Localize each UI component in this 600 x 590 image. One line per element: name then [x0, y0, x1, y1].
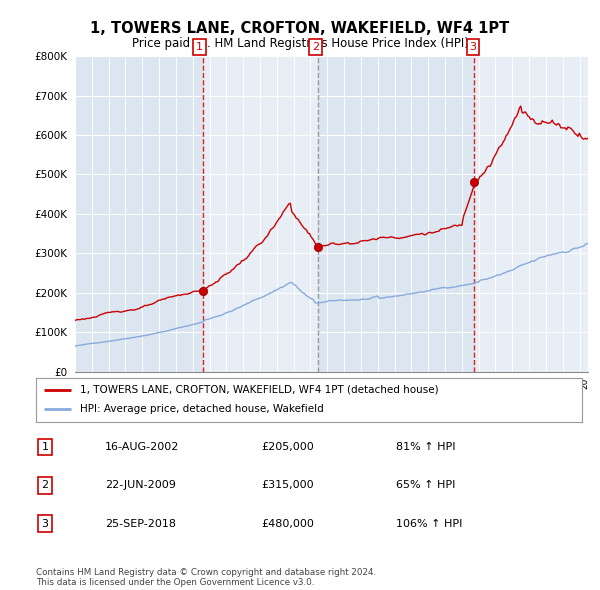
Text: Contains HM Land Registry data © Crown copyright and database right 2024.
This d: Contains HM Land Registry data © Crown c… — [36, 568, 376, 587]
Text: 2: 2 — [312, 42, 319, 52]
Text: 106% ↑ HPI: 106% ↑ HPI — [396, 519, 463, 529]
Text: Price paid vs. HM Land Registry's House Price Index (HPI): Price paid vs. HM Land Registry's House … — [131, 37, 469, 50]
Text: 2: 2 — [41, 480, 49, 490]
Bar — [474, 56, 588, 372]
Text: 16-AUG-2002: 16-AUG-2002 — [105, 442, 179, 452]
Text: £480,000: £480,000 — [261, 519, 314, 529]
Text: £315,000: £315,000 — [261, 480, 314, 490]
Text: 1, TOWERS LANE, CROFTON, WAKEFIELD, WF4 1PT: 1, TOWERS LANE, CROFTON, WAKEFIELD, WF4 … — [91, 21, 509, 35]
Bar — [80, 56, 203, 372]
Bar — [203, 56, 319, 372]
Text: 81% ↑ HPI: 81% ↑ HPI — [396, 442, 455, 452]
Text: 1: 1 — [41, 442, 49, 452]
Text: 3: 3 — [41, 519, 49, 529]
Bar — [319, 56, 474, 372]
Text: 65% ↑ HPI: 65% ↑ HPI — [396, 480, 455, 490]
Text: £205,000: £205,000 — [261, 442, 314, 452]
Text: 1, TOWERS LANE, CROFTON, WAKEFIELD, WF4 1PT (detached house): 1, TOWERS LANE, CROFTON, WAKEFIELD, WF4 … — [80, 385, 439, 395]
Text: 3: 3 — [469, 42, 476, 52]
Text: 22-JUN-2009: 22-JUN-2009 — [105, 480, 176, 490]
Text: HPI: Average price, detached house, Wakefield: HPI: Average price, detached house, Wake… — [80, 405, 323, 414]
Text: 25-SEP-2018: 25-SEP-2018 — [105, 519, 176, 529]
Text: 1: 1 — [196, 42, 203, 52]
